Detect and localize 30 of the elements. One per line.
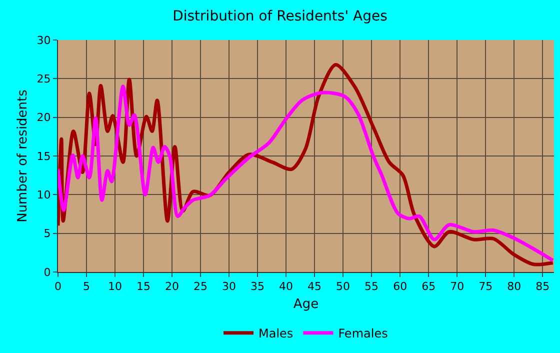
x-tick-label: 25 — [194, 280, 208, 294]
legend-label: Females — [338, 326, 388, 341]
x-tick-label: 15 — [136, 280, 151, 294]
x-tick-label: 70 — [450, 280, 464, 294]
y-tick-label: 30 — [36, 34, 51, 47]
x-tick-label: 40 — [279, 280, 294, 294]
y-tick-label: 5 — [44, 227, 51, 240]
y-tick-label: 15 — [36, 150, 51, 163]
x-tick-label: 35 — [250, 280, 265, 294]
x-tick-label: 80 — [507, 280, 522, 294]
y-tick-label: 0 — [44, 266, 51, 279]
x-tick-label: 75 — [478, 280, 493, 294]
x-tick-label: 55 — [364, 280, 379, 294]
legend-label: Males — [258, 326, 294, 341]
chart-title: Distribution of Residents' Ages — [172, 8, 388, 24]
x-tick-label: 45 — [308, 280, 322, 294]
y-tick-label: 10 — [36, 188, 51, 202]
x-tick-label: 60 — [393, 280, 408, 294]
y-tick-label: 20 — [36, 111, 51, 124]
y-axis-title: Number of residents — [16, 89, 31, 222]
x-tick-label: 20 — [165, 280, 180, 294]
x-tick-label: 10 — [108, 280, 122, 294]
x-tick-label: 85 — [536, 280, 550, 294]
x-tick-label: 30 — [222, 280, 236, 294]
x-tick-label: 65 — [422, 280, 436, 294]
x-tick-label: 0 — [54, 280, 62, 294]
y-tick-label: 25 — [36, 72, 51, 86]
x-tick-label: 5 — [83, 280, 90, 294]
x-tick-label: 50 — [336, 280, 350, 294]
x-axis-title: Age — [293, 296, 319, 312]
